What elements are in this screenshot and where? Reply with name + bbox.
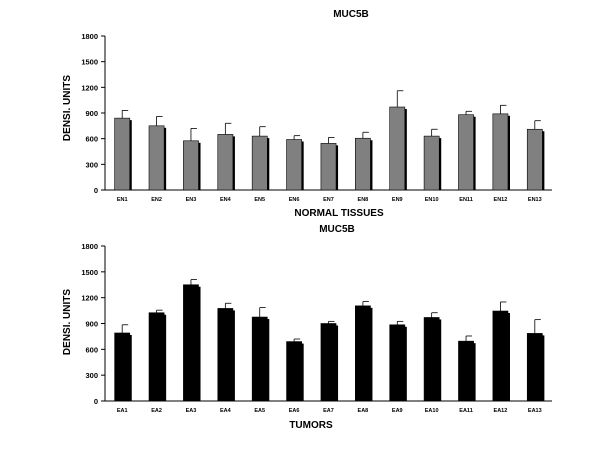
y-tick-label: 300	[85, 160, 98, 169]
x-tick-label: EA9	[392, 408, 403, 414]
x-tick-label: EN8	[358, 197, 369, 203]
y-tick-label: 600	[85, 135, 98, 144]
x-tick-label: EA7	[323, 408, 334, 414]
y-axis-label: DENSI. UNITS	[62, 75, 73, 141]
y-tick-label: 300	[85, 371, 98, 380]
x-tick-label: EN4	[220, 197, 232, 203]
bar-en9	[389, 106, 406, 191]
y-tick-label: 1500	[81, 268, 98, 277]
x-tick-label: EA5	[254, 408, 265, 414]
bar-en6	[286, 139, 302, 191]
y-tick-label: 1200	[81, 294, 98, 303]
x-tick-label: EN7	[323, 197, 334, 203]
bar-en5	[251, 135, 268, 191]
x-tick-label: EN3	[186, 197, 197, 203]
bar-ea4	[217, 308, 234, 402]
bar-ea11	[458, 340, 474, 402]
x-axis-label: NORMAL TISSUES	[294, 208, 384, 219]
x-tick-label: EN10	[425, 197, 439, 203]
bar-ea9	[389, 324, 406, 402]
bar-en4	[217, 134, 234, 191]
bar-en3	[183, 140, 199, 191]
bar-en8	[355, 137, 371, 191]
x-tick-label: EA12	[494, 408, 508, 414]
x-tick-label: EA8	[358, 408, 369, 414]
bar-ea6	[286, 341, 302, 402]
x-tick-label: EA2	[151, 408, 162, 414]
y-axis-label: DENSI. UNITS	[62, 289, 73, 355]
x-tick-label: EN12	[494, 197, 508, 203]
y-tick-label: 900	[85, 109, 98, 118]
bar-en10	[423, 135, 440, 191]
y-tick-label: 1800	[81, 242, 98, 251]
x-tick-label: EN2	[151, 197, 162, 203]
y-tick-label: 900	[85, 320, 98, 329]
bar-ea5	[251, 316, 268, 402]
x-tick-label: EN6	[289, 197, 300, 203]
x-tick-label: EA11	[459, 408, 472, 414]
y-tick-label: 600	[85, 345, 98, 354]
bar-ea12	[492, 310, 509, 402]
bar-en7	[320, 143, 337, 191]
x-tick-label: EN9	[392, 197, 403, 203]
bar-ea7	[320, 323, 337, 402]
x-tick-label: EN5	[254, 197, 265, 203]
bar-en13	[526, 128, 543, 191]
x-tick-label: EA6	[289, 408, 300, 414]
y-tick-label: 0	[94, 186, 98, 195]
bar-ea10	[423, 317, 440, 402]
x-tick-label: EA1	[117, 408, 128, 414]
bar-en1	[114, 117, 131, 191]
x-tick-label: EN13	[528, 197, 542, 203]
x-tick-label: EA3	[186, 408, 197, 414]
x-axis-label: TUMORS	[289, 420, 333, 431]
y-tick-label: 1800	[81, 32, 98, 41]
y-tick-label: 1200	[81, 83, 98, 92]
bar-ea13	[526, 333, 543, 402]
bar-en12	[492, 113, 509, 191]
bar-en2	[148, 125, 165, 191]
bar-ea8	[355, 305, 371, 402]
bar-ea2	[148, 312, 165, 402]
chart-panel-normal-tissues: MUC5B DENSI. UNITS NORMAL TISSUES 0 300 60…	[62, 9, 552, 219]
x-tick-label: EA13	[528, 408, 542, 414]
y-tick-label: 1500	[81, 58, 98, 67]
chart-title: MUC5B	[319, 224, 355, 235]
bar-en11	[458, 114, 474, 191]
bar-ea1	[114, 332, 131, 402]
bar-ea3	[183, 284, 199, 402]
x-tick-label: EN11	[459, 197, 472, 203]
x-tick-label: EA10	[425, 408, 439, 414]
y-tick-label: 0	[94, 397, 98, 406]
chart-title: MUC5B	[333, 9, 369, 20]
x-tick-label: EN1	[117, 197, 128, 203]
chart-panel-tumors: MUC5B DENSI. UNITS TUMORS 0 300 600 900 1200…	[62, 224, 552, 431]
x-tick-label: EA4	[220, 408, 232, 414]
